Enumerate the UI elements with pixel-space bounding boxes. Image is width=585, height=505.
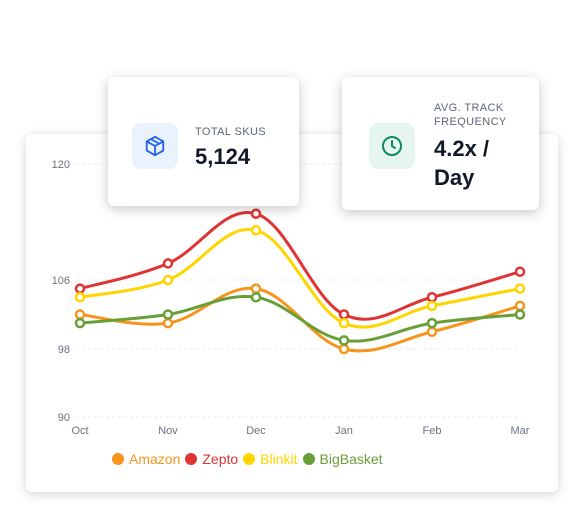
y-tick-label: 106 bbox=[52, 275, 70, 287]
legend-item-bigbasket[interactable]: BigBasket bbox=[302, 451, 383, 467]
chart-legend: Amazon Zepto Blinkit BigBasket bbox=[112, 451, 388, 467]
y-tick-label: 90 bbox=[58, 412, 70, 424]
data-point-blinkit bbox=[426, 300, 438, 312]
y-tick-label: 98 bbox=[58, 344, 70, 356]
data-point-bigbasket bbox=[426, 317, 438, 329]
legend-label-blinkit: Blinkit bbox=[260, 451, 298, 467]
x-tick-label: Oct bbox=[71, 425, 88, 437]
data-point-amazon bbox=[338, 343, 350, 355]
data-point-zepto bbox=[162, 258, 174, 269]
legend-marker-zepto bbox=[185, 453, 198, 465]
x-tick-label: Feb bbox=[423, 425, 442, 437]
y-tick-label: 120 bbox=[52, 159, 70, 171]
x-tick-label: Nov bbox=[158, 425, 178, 437]
clock-icon bbox=[369, 123, 415, 169]
legend-marker-bigbasket bbox=[302, 453, 315, 465]
x-tick-label: Jan bbox=[335, 425, 353, 437]
legend-marker-amazon bbox=[112, 453, 124, 465]
data-point-bigbasket bbox=[74, 317, 86, 329]
data-point-amazon bbox=[426, 326, 438, 337]
data-point-amazon bbox=[74, 309, 86, 320]
x-tick-label: Dec bbox=[246, 425, 266, 437]
data-point-amazon bbox=[162, 317, 174, 329]
legend-label-zepto: Zepto bbox=[202, 451, 239, 467]
series-line-blinkit bbox=[78, 227, 522, 329]
data-point-bigbasket bbox=[162, 309, 174, 320]
data-point-bigbasket bbox=[338, 335, 350, 346]
legend-label-bigbasket: BigBasket bbox=[319, 451, 383, 467]
legend-item-amazon[interactable]: Amazon bbox=[112, 451, 180, 467]
data-point-blinkit bbox=[74, 292, 86, 303]
data-point-zepto bbox=[250, 208, 262, 219]
x-tick-label: Mar bbox=[511, 425, 530, 437]
data-point-zepto bbox=[338, 309, 350, 320]
data-point-blinkit bbox=[514, 283, 526, 294]
data-point-zepto bbox=[426, 292, 438, 303]
data-point-amazon bbox=[514, 300, 526, 312]
cube-icon bbox=[132, 123, 178, 169]
data-point-zepto bbox=[514, 266, 526, 277]
series-line-bigbasket bbox=[78, 294, 522, 343]
data-point-zepto bbox=[74, 283, 86, 294]
total-skus-label: TOTAL SKUS bbox=[195, 126, 267, 138]
series-line-zepto bbox=[78, 211, 522, 321]
total-skus-value: 5,124 bbox=[195, 144, 251, 169]
track-frequency-card: AVG. TRACK FREQUENCY 4.2x / Day bbox=[342, 77, 539, 210]
legend-item-zepto[interactable]: Zepto bbox=[185, 451, 238, 467]
track-frequency-label: AVG. TRACK FREQUENCY bbox=[434, 102, 507, 128]
data-point-blinkit bbox=[338, 317, 350, 329]
data-point-blinkit bbox=[250, 225, 262, 236]
data-point-amazon bbox=[250, 283, 262, 294]
data-point-blinkit bbox=[162, 274, 174, 286]
series-line-amazon bbox=[78, 286, 522, 353]
legend-marker-blinkit bbox=[243, 453, 256, 465]
legend-label-amazon: Amazon bbox=[129, 451, 181, 467]
data-point-bigbasket bbox=[250, 292, 262, 303]
data-point-bigbasket bbox=[514, 309, 526, 320]
total-skus-card: TOTAL SKUS 5,124 bbox=[108, 77, 299, 206]
legend-item-blinkit[interactable]: Blinkit bbox=[243, 451, 298, 467]
track-frequency-value: 4.2x / Day bbox=[434, 136, 490, 190]
